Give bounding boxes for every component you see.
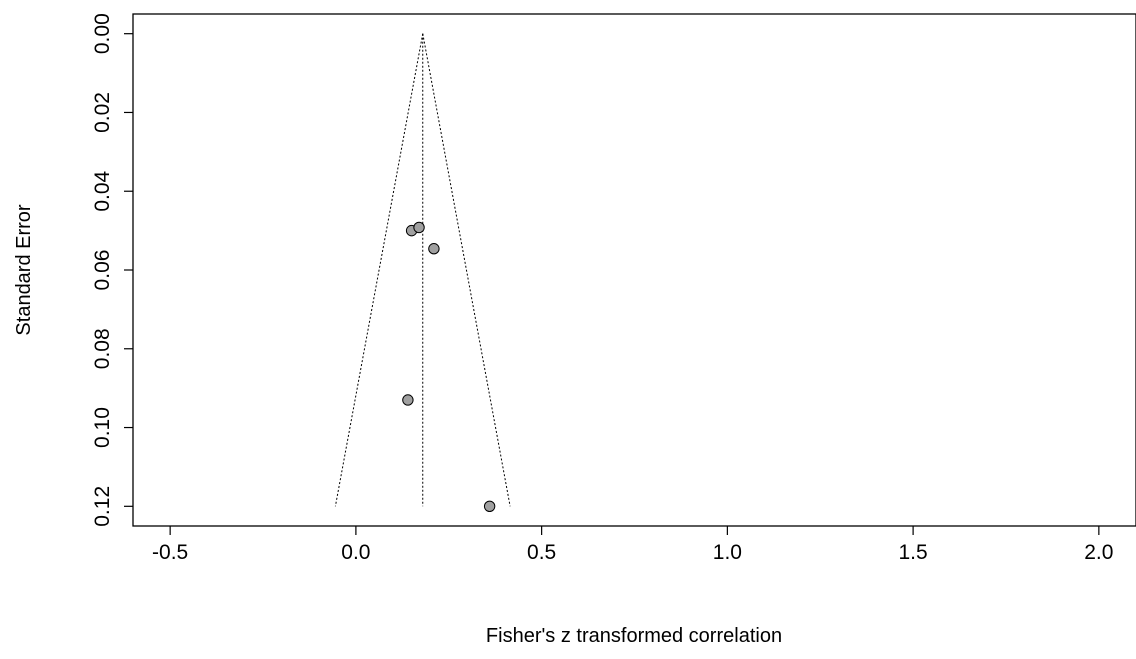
data-point (413, 221, 425, 234)
x-tick-label: -0.5 (152, 541, 188, 564)
y-axis: 0.00 0.02 0.04 0.06 0.08 0.10 0.12 (91, 13, 133, 527)
data-point (402, 394, 414, 406)
data-points (402, 221, 496, 513)
y-tick-label: 0.12 (91, 486, 114, 527)
x-tick-label: 1.5 (899, 541, 928, 564)
y-tick-label: 0.04 (91, 170, 114, 211)
x-tick-label: 0.0 (341, 541, 370, 564)
funnel-left-line (334, 33, 424, 507)
plot-frame (132, 13, 1136, 527)
y-tick-label: 0.02 (91, 92, 114, 133)
y-tick-label: 0.08 (91, 328, 114, 369)
funnel-lines (334, 33, 511, 507)
funnel-right-line (422, 33, 511, 507)
x-axis-title: Fisher's z transformed correlation (486, 625, 782, 647)
y-tick-label: 0.00 (91, 13, 114, 54)
y-axis-title: Standard Error (13, 204, 35, 336)
x-tick-label: 2.0 (1084, 541, 1113, 564)
y-tick-label: 0.10 (91, 407, 114, 448)
x-tick-label: 1.0 (713, 541, 742, 564)
data-point (483, 500, 496, 513)
data-point (428, 243, 440, 255)
y-tick-label: 0.06 (91, 250, 114, 291)
x-tick-label: 0.5 (527, 541, 556, 564)
x-axis: -0.5 0.0 0.5 1.0 1.5 2.0 (152, 526, 1113, 564)
